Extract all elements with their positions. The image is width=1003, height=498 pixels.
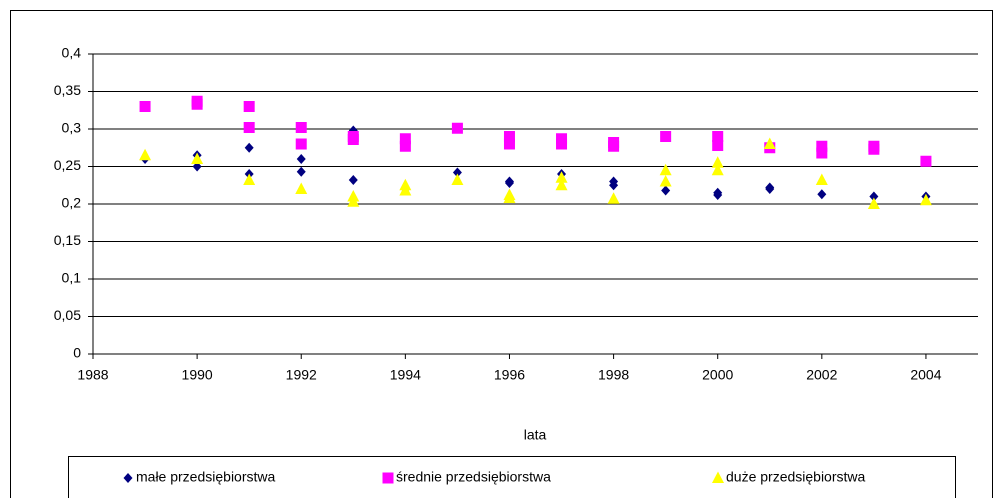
point xyxy=(243,101,255,112)
y-tick-label: 0,4 xyxy=(62,45,82,61)
x-tick-label: 2000 xyxy=(702,367,733,383)
point xyxy=(712,140,724,151)
point xyxy=(139,101,151,112)
point xyxy=(347,195,360,207)
point xyxy=(139,148,152,161)
y-tick-label: 0,2 xyxy=(62,195,82,211)
y-tick-label: 0,1 xyxy=(62,270,82,286)
point xyxy=(295,122,307,133)
point xyxy=(399,133,411,145)
y-tick-label: 0 xyxy=(73,345,81,361)
x-tick-label: 1992 xyxy=(286,367,317,383)
point xyxy=(607,192,620,204)
point xyxy=(711,163,724,176)
point xyxy=(243,122,255,133)
x-tick-label: 1994 xyxy=(390,367,421,383)
x-tick-label: 2004 xyxy=(910,367,941,383)
legend-marker xyxy=(123,473,133,483)
y-tick-label: 0,3 xyxy=(62,120,82,136)
x-tick-label: 1990 xyxy=(182,367,213,383)
point xyxy=(451,173,464,185)
point xyxy=(555,171,568,183)
chart-border xyxy=(10,10,993,498)
point xyxy=(661,185,671,196)
point xyxy=(816,147,828,159)
point xyxy=(919,193,932,206)
x-tick-label: 1988 xyxy=(77,367,108,383)
point xyxy=(816,140,828,152)
point xyxy=(556,138,568,150)
point xyxy=(555,178,568,191)
legend-label: małe przedsiębiorstwa xyxy=(136,469,275,485)
point xyxy=(348,175,358,185)
point xyxy=(296,154,306,164)
point xyxy=(660,131,672,142)
point xyxy=(191,152,204,164)
point xyxy=(243,173,256,185)
y-tick-label: 0,15 xyxy=(54,232,81,248)
point xyxy=(451,122,463,134)
y-tick-label: 0,35 xyxy=(54,82,81,98)
legend-label: duże przedsiębiorstwa xyxy=(726,469,866,485)
x-tick-label: 1998 xyxy=(598,367,629,383)
point xyxy=(452,167,462,178)
point xyxy=(503,131,515,142)
point xyxy=(659,163,672,176)
point xyxy=(712,131,724,142)
point xyxy=(347,134,359,145)
point xyxy=(503,138,515,150)
legend-box xyxy=(68,456,956,498)
point xyxy=(295,182,308,194)
point xyxy=(763,137,776,149)
point xyxy=(817,189,827,200)
point xyxy=(191,98,203,110)
point xyxy=(295,138,307,150)
point xyxy=(868,143,880,155)
point xyxy=(296,166,306,177)
point xyxy=(608,140,620,152)
x-tick-label: 2002 xyxy=(806,367,837,383)
y-tick-label: 0,25 xyxy=(54,157,81,173)
y-tick-label: 0,05 xyxy=(54,307,81,323)
legend-marker xyxy=(382,472,394,484)
point xyxy=(609,180,619,191)
point xyxy=(713,190,723,200)
legend-label: średnie przedsiębiorstwa xyxy=(396,469,551,485)
point xyxy=(504,178,514,188)
point xyxy=(920,155,932,167)
x-tick-label: 1996 xyxy=(494,367,525,383)
point xyxy=(399,140,411,152)
legend-marker xyxy=(712,471,724,483)
point xyxy=(711,156,724,168)
point xyxy=(867,197,880,209)
point xyxy=(869,191,879,202)
x-axis-label: lata xyxy=(524,427,547,443)
point xyxy=(659,175,672,187)
point xyxy=(399,184,412,196)
point xyxy=(815,173,828,185)
point xyxy=(765,184,775,194)
point xyxy=(503,191,516,203)
point xyxy=(244,142,254,153)
